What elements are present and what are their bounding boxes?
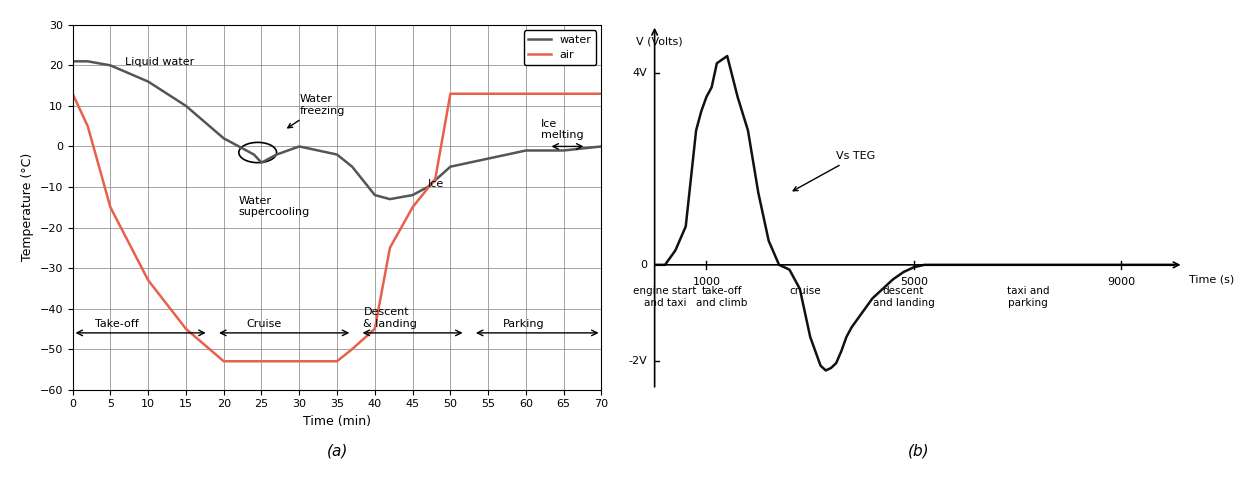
water <box>140 79 155 84</box>
air <box>480 91 495 96</box>
air <box>382 245 398 251</box>
Text: engine start
and taxi: engine start and taxi <box>633 287 697 308</box>
water <box>330 152 345 157</box>
Text: 4V: 4V <box>632 68 647 78</box>
water <box>255 160 270 166</box>
air <box>518 91 533 96</box>
water <box>420 184 435 190</box>
air <box>255 359 270 364</box>
water <box>103 62 118 68</box>
Text: Ice: Ice <box>428 179 444 189</box>
Text: taxi and
parking: taxi and parking <box>1007 287 1050 308</box>
air <box>443 91 458 96</box>
air <box>103 204 118 210</box>
Text: Liquid water: Liquid water <box>125 58 194 67</box>
water <box>247 152 262 157</box>
Y-axis label: Temperature (°C): Temperature (°C) <box>21 153 34 262</box>
water <box>231 144 246 149</box>
Text: (b): (b) <box>908 444 930 458</box>
Text: cruise: cruise <box>789 287 821 297</box>
air <box>557 91 572 96</box>
air <box>65 91 80 96</box>
Line: water: water <box>73 61 602 199</box>
air <box>178 326 193 332</box>
Text: Time (s): Time (s) <box>1189 275 1234 285</box>
water <box>65 59 80 64</box>
water <box>345 164 360 169</box>
air <box>330 359 345 364</box>
Text: Vs TEG: Vs TEG <box>794 151 875 191</box>
air <box>292 359 307 364</box>
Text: 9000: 9000 <box>1107 277 1135 287</box>
Text: Water
freezing: Water freezing <box>287 95 345 128</box>
water <box>557 148 572 154</box>
water <box>480 156 495 161</box>
Text: (a): (a) <box>326 444 347 458</box>
Text: 1000: 1000 <box>692 277 721 287</box>
water <box>292 144 307 149</box>
air <box>367 326 382 332</box>
water <box>382 196 398 202</box>
Text: 5000: 5000 <box>900 277 928 287</box>
air <box>345 346 360 352</box>
Text: descent
and landing: descent and landing <box>873 287 934 308</box>
Line: air: air <box>73 94 602 361</box>
air <box>216 359 231 364</box>
water <box>80 59 95 64</box>
Text: Parking: Parking <box>503 319 545 329</box>
water <box>270 152 285 157</box>
Text: -2V: -2V <box>628 356 647 366</box>
Text: Cruise: Cruise <box>246 319 282 329</box>
Text: V (Volts): V (Volts) <box>637 37 683 47</box>
Text: Ice
melting: Ice melting <box>540 119 583 140</box>
Legend: water, air: water, air <box>524 30 596 65</box>
Text: take-off
and climb: take-off and climb <box>696 287 747 308</box>
water <box>405 192 420 198</box>
air <box>428 176 443 182</box>
X-axis label: Time (min): Time (min) <box>303 415 371 428</box>
water <box>178 103 193 109</box>
water <box>443 164 458 169</box>
Text: 0: 0 <box>640 260 647 270</box>
Text: Take-off: Take-off <box>95 319 139 329</box>
water <box>367 192 382 198</box>
Text: Water
supercooling: Water supercooling <box>238 196 310 217</box>
water <box>594 144 609 149</box>
air <box>80 123 95 129</box>
Text: Descent
& landing: Descent & landing <box>364 307 418 329</box>
air <box>594 91 609 96</box>
air <box>140 277 155 283</box>
air <box>405 204 420 210</box>
water <box>518 148 533 154</box>
water <box>216 135 231 141</box>
